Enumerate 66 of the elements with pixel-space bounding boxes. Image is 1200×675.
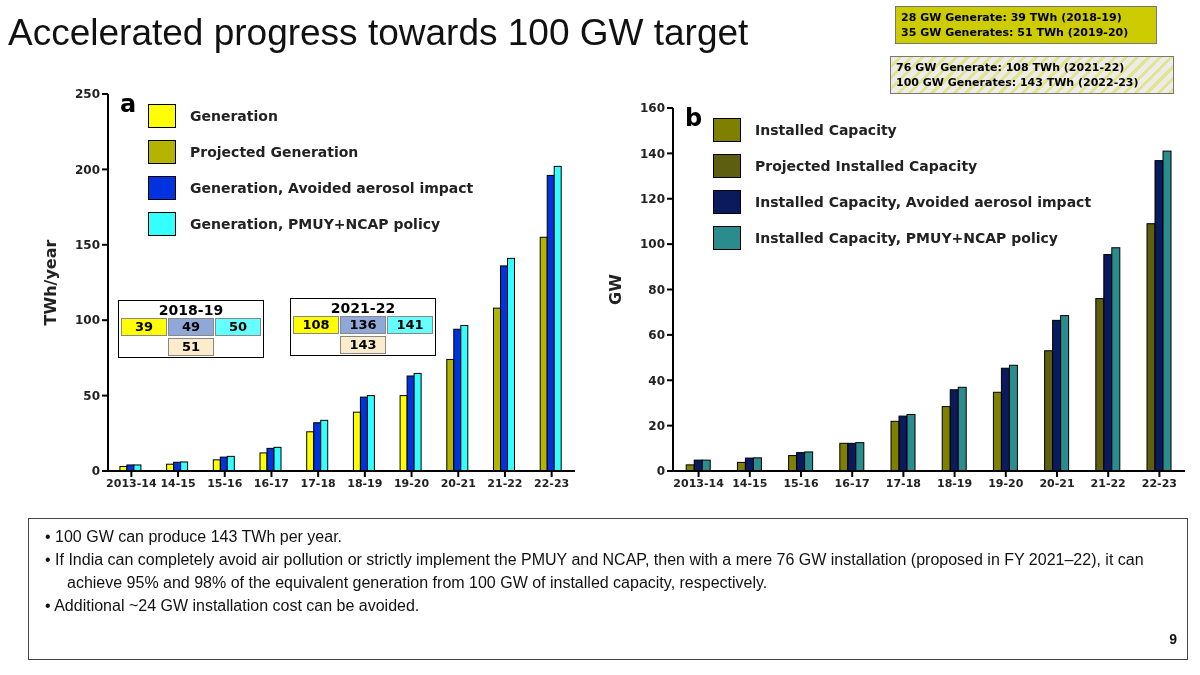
x-tick-label: 14-15 xyxy=(732,476,768,490)
y-tick-label: 150 xyxy=(74,238,100,253)
y-tick-label: 20 xyxy=(648,418,665,433)
annotation: a xyxy=(120,90,137,118)
x-tick-label: 17-18 xyxy=(300,476,336,490)
text: 28 GW Generate: 39 TWh (2018-19) xyxy=(901,10,1123,25)
y-tick-label: 120 xyxy=(639,192,665,207)
legend-label: Installed Capacity xyxy=(755,122,897,138)
x-tick-label: 21-22 xyxy=(487,476,523,490)
annotation: 141 xyxy=(387,316,433,334)
x-tick-label: 20-21 xyxy=(1039,476,1075,490)
y-tick-label: 40 xyxy=(648,373,665,388)
x-tick-label: 17-18 xyxy=(885,476,921,490)
text: • Additional ~24 GW installation cost can be avoided. xyxy=(45,596,421,616)
x-tick-label: 16-17 xyxy=(253,476,290,490)
legend-label: Generation, PMUY+NCAP policy xyxy=(190,216,441,232)
x-tick-label: 15-16 xyxy=(783,476,819,490)
y-tick-label: 60 xyxy=(648,328,665,343)
annotation: 51 xyxy=(168,338,214,356)
annotation: 2018-19 xyxy=(157,302,225,318)
y-tick-label: 0 xyxy=(91,464,100,479)
annotation: 50 xyxy=(215,318,261,336)
x-tick-label: 18-19 xyxy=(937,476,973,490)
x-tick-label: 22-23 xyxy=(534,476,570,490)
annotation: 108 xyxy=(293,316,339,334)
text: 35 GW Generates: 51 TWh (2019-20) xyxy=(901,25,1130,40)
text: • 100 GW can produce 143 TWh per year. xyxy=(45,527,343,547)
annotation: 49 xyxy=(168,318,214,336)
y-tick-label: 0 xyxy=(656,464,665,479)
legend-label: Projected Installed Capacity xyxy=(755,158,978,174)
legend-label: Installed Capacity, Avoided aerosol impact xyxy=(755,194,1092,210)
annotation: 136 xyxy=(340,316,386,334)
annotation: 39 xyxy=(121,318,167,336)
legend-label: Generation xyxy=(190,108,278,124)
x-tick-label: 16-17 xyxy=(834,476,870,490)
annotation: 143 xyxy=(340,336,386,354)
legend-label: Generation, Avoided aerosol impact xyxy=(190,180,474,196)
x-tick-label: 22-23 xyxy=(1141,476,1177,490)
x-tick-label: 19-20 xyxy=(988,476,1024,490)
annotation: b xyxy=(685,104,703,132)
text: • If India can completely avoid air pollution or strictly implement the PMUY and NCAP, then with a mere 76 GW installation (proposed in FY 2021–22), it can achieve 95% and 98% of the equivalent generation from 100 GW of installed capacity, respectively. xyxy=(45,550,1145,593)
y-tick-label: 50 xyxy=(83,388,100,403)
y-tick-label: 100 xyxy=(639,237,665,252)
annotation: 2021-22 xyxy=(329,300,397,316)
y-tick-label: 250 xyxy=(74,87,100,102)
text: 100 GW Generates: 143 TWh (2022-23) xyxy=(896,75,1140,90)
y-axis-title: TWh/year xyxy=(40,239,60,326)
x-tick-label: 2013-14 xyxy=(106,476,157,490)
legend-label: Projected Generation xyxy=(190,144,359,160)
x-tick-label: 19-20 xyxy=(393,476,430,490)
x-tick-label: 2013-14 xyxy=(673,476,725,490)
x-tick-label: 21-22 xyxy=(1090,476,1126,490)
x-tick-label: 14-15 xyxy=(160,476,196,490)
y-tick-label: 160 xyxy=(639,101,665,116)
text: 9 xyxy=(1169,630,1177,649)
y-tick-label: 80 xyxy=(648,282,665,297)
text: 76 GW Generate: 108 TWh (2021-22) xyxy=(896,60,1126,75)
x-tick-label: 15-16 xyxy=(207,476,243,490)
chart-title: Accelerated progress towards 100 GW target xyxy=(8,12,749,54)
y-axis-title: GW xyxy=(605,273,625,305)
legend-label: Installed Capacity, PMUY+NCAP policy xyxy=(755,230,1058,246)
y-tick-label: 140 xyxy=(639,146,665,161)
y-tick-label: 100 xyxy=(74,313,100,328)
x-tick-label: 18-19 xyxy=(347,476,383,490)
x-tick-label: 20-21 xyxy=(440,476,476,490)
y-tick-label: 200 xyxy=(74,162,100,177)
